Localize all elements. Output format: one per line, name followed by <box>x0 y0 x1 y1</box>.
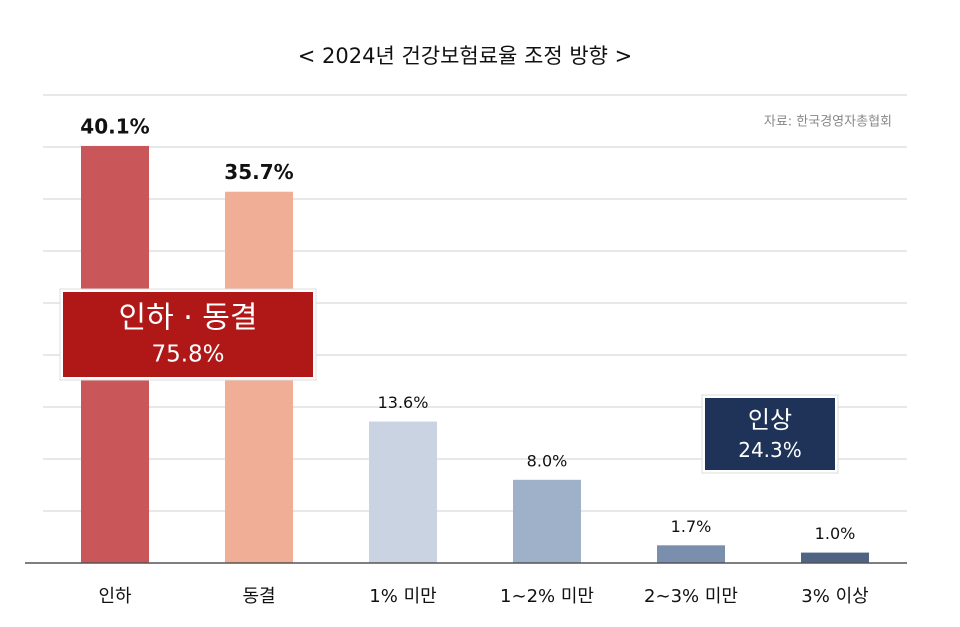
annotation-fill <box>63 292 313 377</box>
annotation-box: 인상 24.3% <box>701 394 839 474</box>
annotation-subtext: 75.8% <box>151 341 224 367</box>
bar <box>369 421 437 563</box>
annotation-subtext: 24.3% <box>738 438 802 462</box>
value-label: 1.7% <box>671 517 712 536</box>
value-label: 35.7% <box>224 160 293 184</box>
source: 자료: 한국경영자총협회 <box>764 115 892 130</box>
x-tick-label: 2∼3% 미만 <box>644 586 738 607</box>
annotation-box: 인하 · 동결 75.8% <box>59 288 317 381</box>
bar <box>657 545 725 563</box>
value-label: 40.1% <box>80 114 149 138</box>
annotation-fill <box>705 398 835 470</box>
value-label: 1.0% <box>815 524 856 543</box>
bar <box>801 552 869 563</box>
chart-title: < 2024년 건강보험료율 조정 방향 > <box>298 44 633 68</box>
bar <box>513 479 581 563</box>
x-tick-label: 1% 미만 <box>369 586 436 607</box>
x-tick-label: 동결 <box>242 586 275 607</box>
annotation-heading: 인상 <box>748 406 792 434</box>
value-label: 8.0% <box>527 451 568 470</box>
annotation-heading: 인하 · 동결 <box>118 301 257 336</box>
x-tick-label: 1∼2% 미만 <box>500 586 594 607</box>
x-tick-label: 3% 이상 <box>801 586 868 607</box>
x-tick-label: 인하 <box>98 586 132 607</box>
value-label: 13.6% <box>378 393 429 412</box>
